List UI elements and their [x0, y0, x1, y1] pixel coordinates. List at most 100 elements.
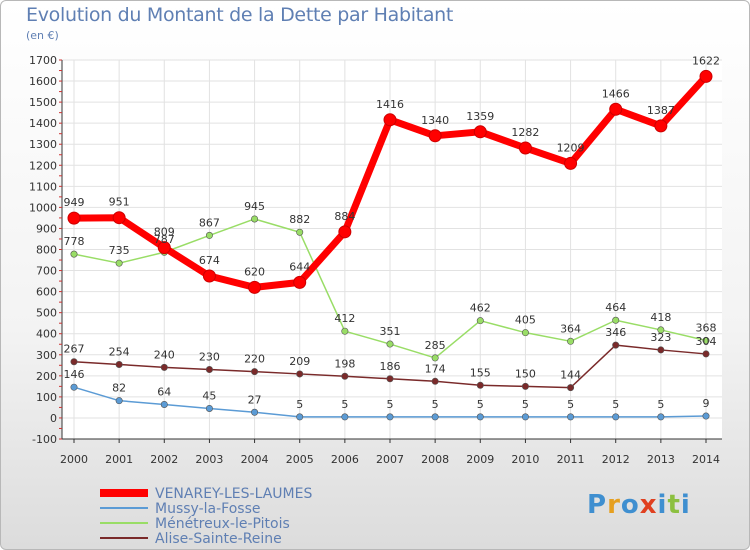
data-label: 418 — [650, 311, 671, 324]
data-point — [702, 350, 710, 358]
data-point — [428, 129, 442, 143]
y-tick-label: 700 — [36, 265, 57, 278]
data-point — [341, 372, 349, 380]
data-point — [205, 231, 213, 239]
data-point — [160, 400, 168, 408]
legend-label: VENAREY-LES-LAUMES — [155, 486, 312, 502]
y-tick-label: 1500 — [29, 96, 57, 109]
data-label: 464 — [605, 301, 626, 314]
data-point — [431, 377, 439, 385]
data-point — [115, 397, 123, 405]
data-label: 1340 — [421, 114, 449, 127]
data-point — [609, 102, 623, 116]
data-label: 5 — [522, 398, 529, 411]
x-tick-label: 2001 — [105, 453, 133, 466]
data-point — [657, 346, 665, 354]
data-label: 949 — [64, 196, 85, 209]
data-point — [160, 363, 168, 371]
data-point — [67, 211, 81, 225]
data-label: 882 — [289, 213, 310, 226]
legend-label: Ménétreux-le-Pitois — [155, 516, 290, 532]
y-tick-label: 1600 — [29, 75, 57, 88]
logo-letter: i — [680, 490, 691, 520]
y-tick-label: 0 — [50, 412, 57, 425]
data-point — [521, 329, 529, 337]
data-point — [476, 413, 484, 421]
data-label: 787 — [154, 233, 175, 246]
data-point — [521, 382, 529, 390]
data-label: 951 — [109, 196, 130, 209]
y-tick-label: 900 — [36, 222, 57, 235]
data-point — [476, 317, 484, 325]
logo-letter: i — [657, 490, 668, 520]
data-label: 82 — [112, 382, 126, 395]
data-point — [702, 336, 710, 344]
axes: -100 0 100 200 300 400 500 600 700 800 900 1000 1100… — [29, 54, 722, 466]
data-label: 462 — [470, 302, 491, 315]
x-tick-label: 2009 — [466, 453, 494, 466]
data-label: 186 — [380, 360, 401, 373]
data-point — [518, 141, 532, 155]
data-label: 1209 — [557, 141, 585, 154]
proxiti-logo: Proxiti — [587, 490, 691, 520]
data-label: 9 — [703, 397, 710, 410]
data-point — [567, 337, 575, 345]
legend-label: Mussy-la-Fosse — [155, 501, 260, 517]
data-point — [612, 316, 620, 324]
data-label: 1466 — [602, 87, 630, 100]
data-point — [205, 404, 213, 412]
x-tick-label: 2005 — [286, 453, 314, 466]
data-label: 644 — [289, 260, 310, 273]
data-label: 230 — [199, 351, 220, 364]
data-label: 64 — [157, 385, 171, 398]
data-point — [296, 228, 304, 236]
data-point — [567, 384, 575, 392]
data-label: 323 — [650, 331, 671, 344]
data-point — [341, 327, 349, 335]
data-point — [699, 69, 713, 83]
data-label: 209 — [289, 355, 310, 368]
logo-letter: t — [667, 490, 681, 520]
data-label: 27 — [248, 393, 262, 406]
data-label: 1622 — [692, 54, 720, 67]
logo-letter: x — [639, 490, 658, 520]
data-point — [341, 413, 349, 421]
data-point — [564, 156, 578, 170]
data-label: 1359 — [466, 110, 494, 123]
data-label: 5 — [657, 398, 664, 411]
data-label: 285 — [425, 339, 446, 352]
data-point — [654, 119, 668, 133]
data-point — [612, 341, 620, 349]
x-tick-label: 2004 — [241, 453, 269, 466]
data-point — [205, 366, 213, 374]
y-tick-label: 200 — [36, 370, 57, 383]
x-tick-label: 2002 — [150, 453, 178, 466]
y-tick-label: 1300 — [29, 138, 57, 151]
data-point — [157, 241, 171, 255]
data-label: 405 — [515, 314, 536, 327]
data-point — [248, 280, 262, 294]
data-label: 155 — [470, 366, 491, 379]
data-point — [386, 413, 394, 421]
y-tick-label: 100 — [36, 391, 57, 404]
data-label: 174 — [425, 362, 446, 375]
data-label: 1387 — [647, 104, 675, 117]
data-point — [383, 113, 397, 127]
data-label: 351 — [380, 325, 401, 338]
data-label: 5 — [477, 398, 484, 411]
x-tick-label: 2010 — [511, 453, 539, 466]
data-label: 267 — [64, 343, 85, 356]
legend: VENAREY-LES-LAUMESMussy-la-FosseMénétreu… — [100, 486, 312, 547]
data-point — [657, 326, 665, 334]
logo-letter: o — [620, 490, 640, 520]
data-label: 346 — [605, 326, 626, 339]
data-point — [612, 413, 620, 421]
y-tick-label: 1000 — [29, 201, 57, 214]
logo-letter: P — [587, 490, 608, 520]
series-group — [67, 69, 713, 421]
y-tick-label: 1700 — [29, 54, 57, 67]
data-point — [70, 383, 78, 391]
data-label: 45 — [202, 389, 216, 402]
logo-letter: r — [607, 490, 621, 520]
